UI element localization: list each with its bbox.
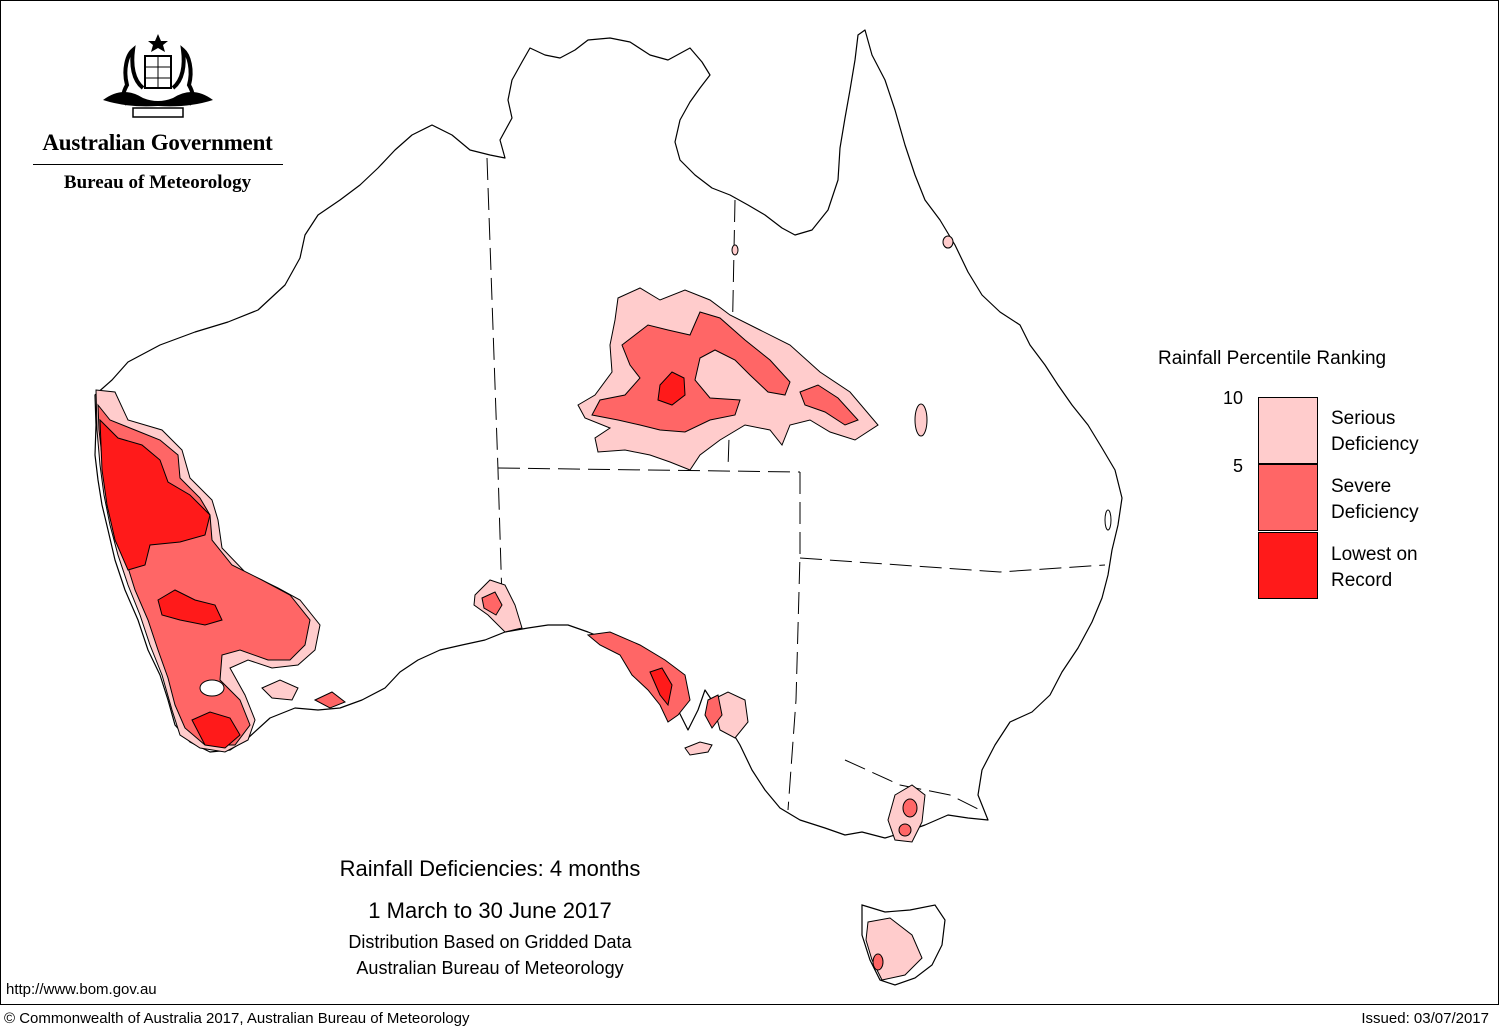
government-name: Australian Government <box>42 130 273 155</box>
issued-date: Issued: 03/07/2017 <box>1361 1010 1489 1027</box>
website-link[interactable]: http://www.bom.gov.au <box>6 981 157 998</box>
legend-label-lowest: Lowest on Record <box>1331 542 1471 594</box>
sa-eyre-lowest <box>649 667 673 707</box>
legend-swatch-serious <box>1258 397 1318 464</box>
legend-tick-5: 5 <box>1232 456 1243 476</box>
wa-lowest-on-record-central <box>157 589 223 626</box>
kangaroo-island-outline <box>684 741 713 756</box>
wa-southcoast-severe <box>313 691 347 709</box>
copyright-notice: © Commonwealth of Australia 2017, Austra… <box>4 1010 470 1027</box>
nt-tiny-serious-region <box>731 244 739 256</box>
legend-label-severe-line2: Deficiency <box>1331 502 1419 523</box>
logo-divider <box>32 164 283 165</box>
legend-label-lowest-line1: Lowest on <box>1331 544 1418 565</box>
wa-hole-south <box>199 679 225 697</box>
government-logo: Australian Government Bureau of Meteorol… <box>20 30 295 194</box>
tas-severe-deficiency <box>872 953 884 971</box>
agency-name: Bureau of Meteorology <box>63 172 252 193</box>
sa-west-severe <box>481 591 503 616</box>
qld-small-serious-region <box>914 403 928 437</box>
qld-tiny-serious-region <box>942 235 954 249</box>
legend-tick-10: 10 <box>1222 388 1243 408</box>
vic-severe-north <box>902 798 918 818</box>
sa-yorke-severe <box>704 694 723 729</box>
legend-label-severe-line1: Severe <box>1331 476 1392 497</box>
legend-swatch-lowest <box>1258 532 1318 599</box>
stradbroke-island <box>1104 509 1112 531</box>
legend-title: Rainfall Percentile Ranking <box>1158 348 1387 369</box>
legend-swatch-severe <box>1258 464 1318 531</box>
legend-label-serious: Serious Deficiency <box>1331 406 1471 458</box>
legend-label-serious-line2: Deficiency <box>1331 434 1419 455</box>
legend-label-lowest-line2: Record <box>1331 570 1393 591</box>
map-method: Distribution Based on Gridded Data <box>348 932 632 952</box>
wa-southcoast-serious <box>261 679 299 701</box>
legend-label-serious-line1: Serious <box>1331 408 1396 429</box>
legend-label-severe: Severe Deficiency <box>1331 474 1471 526</box>
vic-severe-south <box>898 823 912 837</box>
nt-severe-deficiency-east <box>799 384 859 426</box>
map-period: 1 March to 30 June 2017 <box>368 898 612 923</box>
map-title: Rainfall Deficiencies: 4 months <box>339 856 641 881</box>
coat-of-arms-icon <box>102 34 213 118</box>
map-source: Australian Bureau of Meteorology <box>356 958 624 978</box>
sa-yorke-serious <box>711 691 749 739</box>
nsw-vic-border <box>844 759 981 811</box>
sa-qld-nsw-border <box>787 472 801 811</box>
wa-lowest-on-record-south <box>191 711 241 749</box>
qld-nsw-border <box>799 557 1106 573</box>
nt-lowest-on-record <box>657 371 686 406</box>
nt-severe-deficiency <box>591 311 791 433</box>
nt-sa-border <box>497 467 801 473</box>
wa-lowest-on-record-north <box>99 418 211 571</box>
